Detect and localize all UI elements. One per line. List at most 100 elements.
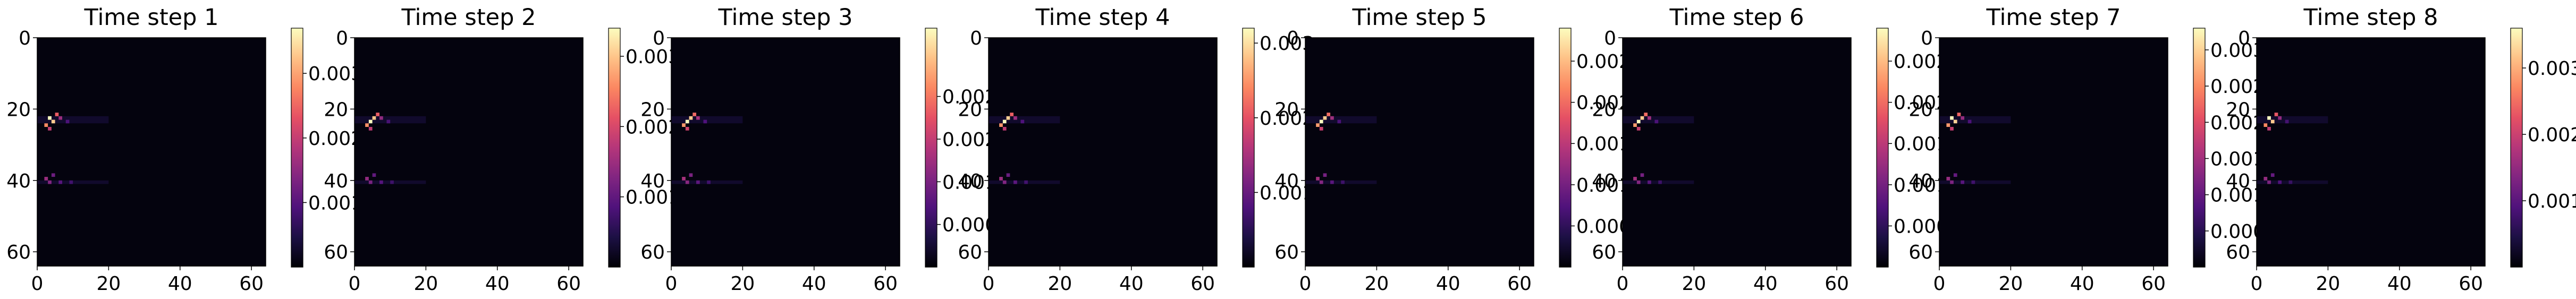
heatmap-faint-band (1939, 116, 2011, 120)
heatmap-cell (696, 180, 700, 184)
y-tick-label: 0 (2238, 28, 2250, 49)
colorbar-tick-label: 0.001 (308, 192, 363, 214)
y-tick-label: 20 (640, 99, 665, 121)
heatmap-faint-band (1305, 116, 1377, 120)
colorbar (608, 28, 621, 268)
y-tick-label: 0 (653, 28, 665, 49)
y-tick-label: 40 (1592, 170, 1616, 192)
y-tick-label: 20 (1908, 99, 1933, 121)
heatmap-cell (1640, 116, 1644, 120)
x-tick-label: 40 (802, 273, 826, 295)
x-tick-label: 20 (1682, 273, 1706, 295)
x-tick-label: 60 (1190, 273, 1215, 295)
heatmap-cell (1946, 123, 1950, 127)
y-tick-label: 0 (1921, 28, 1933, 49)
chart-title: Time step 4 (1035, 4, 1170, 31)
heatmap-cell (1020, 119, 1025, 124)
colorbar-tick-label: 0.003 (308, 63, 363, 85)
axes-frame (2256, 37, 2486, 267)
colorbar (925, 28, 938, 268)
x-tick-label: 60 (556, 273, 581, 295)
y-tick-label: 20 (324, 99, 348, 121)
heatmap-cell (65, 119, 70, 124)
heatmap-cell (58, 116, 63, 120)
heatmap-cell (682, 177, 686, 181)
chart-title: Time step 5 (1352, 4, 1487, 31)
colorbar-tick-label: 0.000 (2210, 221, 2265, 243)
heatmap-cell (44, 123, 48, 127)
y-tick-label: 40 (6, 170, 31, 192)
axes-frame (1305, 37, 1534, 267)
y-tick-label: 20 (1592, 99, 1616, 121)
heatmap-background (2257, 38, 2485, 266)
y-tick-label: 0 (19, 28, 31, 49)
heatmap-cell (1953, 119, 1957, 124)
colorbar-tick-label: 0.001 (1576, 133, 1631, 155)
x-tick-label: 40 (2387, 273, 2412, 295)
heatmap-cell (1946, 177, 1950, 181)
colorbar-tick-label: 0.002 (1576, 51, 1631, 73)
colorbar-tick-label: 0.002 (2210, 112, 2265, 134)
heatmap-cell (1002, 126, 1007, 131)
x-tick-label: 20 (1998, 273, 2023, 295)
x-tick-label: 60 (2459, 273, 2483, 295)
heatmap-cell (376, 113, 380, 116)
heatmap-cell (48, 180, 52, 184)
heatmap-cell (48, 126, 52, 131)
heatmap-cell (1013, 180, 1017, 184)
heatmap-cell (1330, 116, 1334, 120)
x-tick-label: 60 (239, 273, 264, 295)
heatmap-cell (1950, 126, 1954, 131)
heatmap-cell (368, 180, 373, 184)
y-tick-label: 20 (958, 99, 982, 121)
colorbar-tick-label: 0.002 (942, 129, 997, 151)
axes-frame (671, 37, 900, 267)
heatmap-cell (1950, 180, 1954, 184)
heatmap-cell (1002, 180, 1007, 184)
heatmap-cell (1648, 180, 1651, 184)
x-tick-label: 0 (1299, 273, 1312, 295)
colorbar (2510, 28, 2523, 268)
chart-title: Time step 6 (1669, 4, 1804, 31)
heatmap-cell (685, 119, 689, 124)
heatmap-cell (692, 113, 697, 116)
panel-3: Time step 30 20 40 6002040600.0020.0020.001… (640, 4, 997, 295)
colorbar-tick-label: 0.002 (2210, 76, 2265, 98)
colorbar-tick-label: 0.001 (1576, 175, 1631, 197)
heatmap-cell (1002, 119, 1007, 124)
x-tick-label: 40 (1436, 273, 1460, 295)
x-tick-label: 20 (730, 273, 755, 295)
heatmap-cell (1341, 180, 1345, 184)
heatmap-background (1623, 38, 1851, 266)
x-tick-label: 60 (873, 273, 898, 295)
heatmap-cell (1961, 180, 1965, 184)
heatmap-cell (1006, 173, 1010, 177)
colorbar-tick-label: 0.002 (942, 87, 997, 108)
x-tick-label: 0 (665, 273, 678, 295)
heatmap-cell (2270, 119, 2275, 124)
heatmap-cell (689, 173, 693, 177)
colorbar-tick-label: 0.000 (1576, 216, 1631, 237)
heatmap-cell (2270, 173, 2275, 177)
heatmap-faint-band (989, 116, 1060, 120)
heatmap-cell (1330, 180, 1334, 184)
heatmap-cell (707, 180, 711, 184)
heatmap-cell (365, 123, 369, 127)
y-tick-label: 60 (640, 242, 665, 263)
panel-5: Time step 50 20 40 6002040600.0020.0020.001… (1274, 4, 1631, 295)
panel-7: Time step 70 20 40 6002040600.0030.0020.002… (1908, 4, 2265, 295)
colorbar (1559, 28, 1572, 268)
heatmap-cell (1010, 113, 1014, 116)
y-tick-label: 60 (958, 242, 982, 263)
axes-frame (1939, 37, 2168, 267)
heatmap-cell (368, 126, 373, 131)
heatmap-faint-band (37, 119, 109, 124)
heatmap-cell (48, 116, 52, 120)
heatmap-cell (69, 180, 73, 184)
y-tick-label: 60 (6, 242, 31, 263)
heatmap-background (1305, 38, 1534, 266)
heatmap-cell (696, 116, 700, 120)
